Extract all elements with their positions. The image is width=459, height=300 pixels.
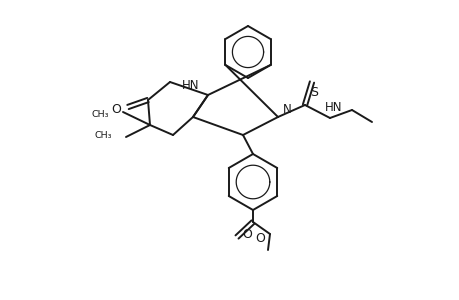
Text: HN: HN	[325, 100, 342, 113]
Text: O: O	[254, 232, 264, 245]
Text: N: N	[282, 103, 291, 116]
Text: CH₃: CH₃	[91, 110, 109, 118]
Text: HN: HN	[182, 79, 199, 92]
Text: S: S	[309, 85, 317, 98]
Text: CH₃: CH₃	[94, 130, 112, 140]
Text: O: O	[241, 229, 252, 242]
Text: O: O	[111, 103, 121, 116]
